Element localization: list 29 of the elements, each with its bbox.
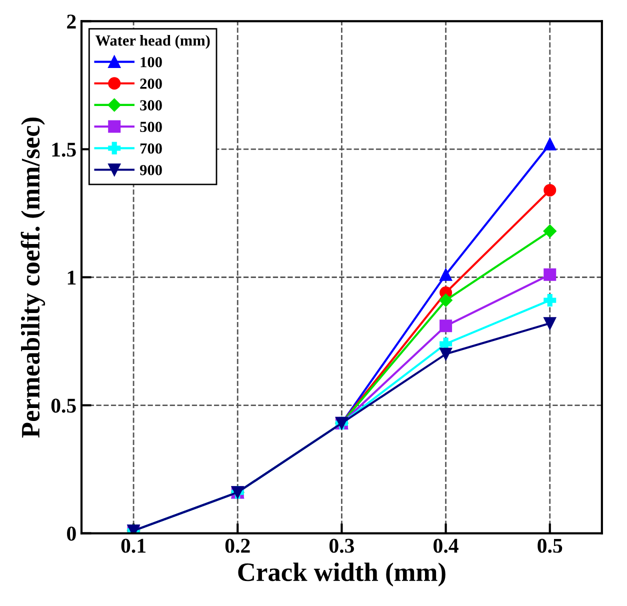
point [544,138,556,150]
legend-title: Water head (mm) [95,34,210,49]
x-tick-label: 0.3 [329,538,354,553]
point [439,294,452,307]
point [544,317,556,330]
y-tick-label: 0 [67,526,76,541]
point [544,184,556,196]
x-tick-label: 0.5 [538,538,562,553]
x-tick-label: 0.2 [225,538,250,553]
point [440,320,452,332]
point [544,268,556,281]
x-tick-label: 0.4 [434,538,458,553]
y-tick-label: 2 [67,14,76,28]
legend-label: 700 [140,143,162,154]
point [440,348,452,360]
point [440,268,452,281]
legend-label: 500 [140,122,162,132]
point [544,294,556,307]
legend-label: 200 [140,78,162,89]
legend-label: 300 [140,100,162,110]
y-tick-label: 0.5 [51,398,76,413]
x-axis-title: Crack width (mm) [238,562,446,587]
x-tick-label: 0.1 [121,538,146,553]
y-tick-label: 1 [68,270,76,284]
y-axis-title: Permeability coeff. (mm/sec) [20,118,46,438]
legend-label: 900 [140,164,162,176]
point [543,224,556,238]
y-tick-label: 1.5 [52,142,76,157]
legend-label: 100 [140,56,162,68]
